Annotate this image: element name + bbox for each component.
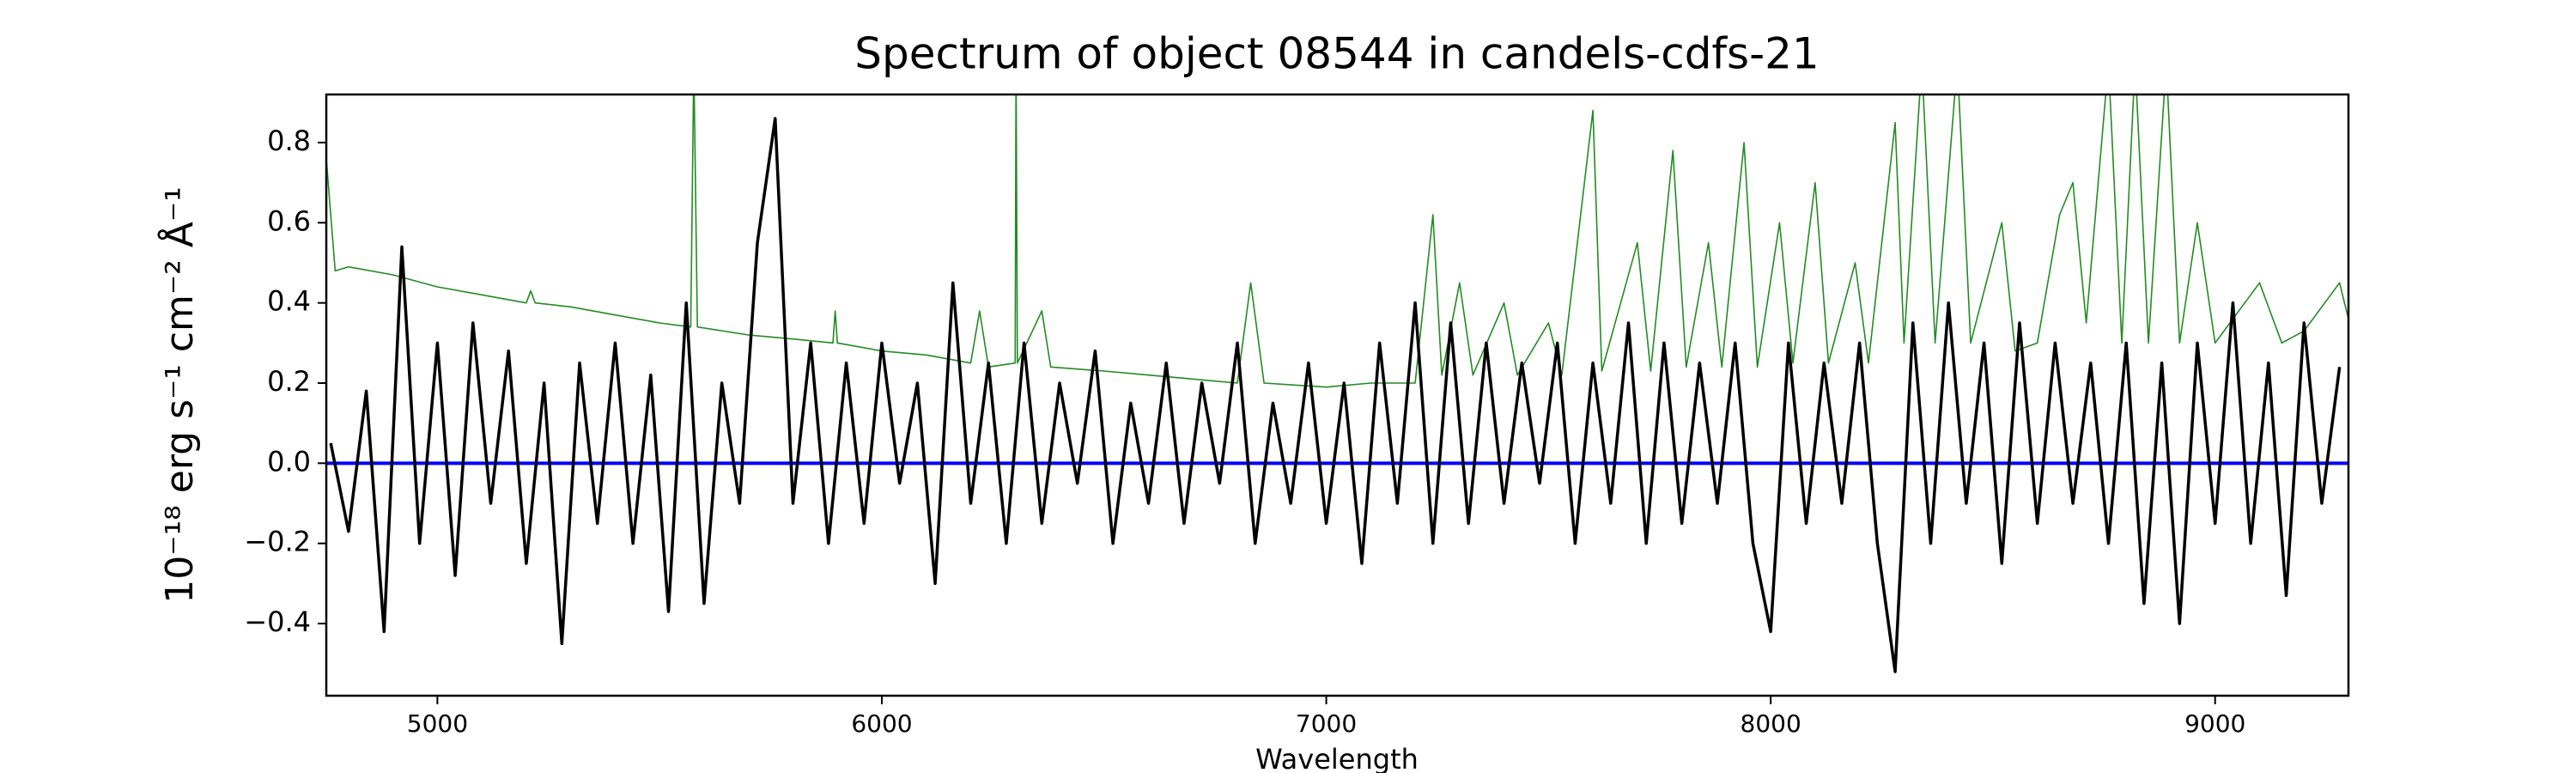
y-tick-label: 0.8 bbox=[267, 125, 311, 157]
axes-frame bbox=[325, 93, 2350, 697]
y-tick-label: 0.6 bbox=[267, 204, 311, 237]
x-tick-label: 8000 bbox=[1741, 709, 1801, 738]
y-tick-label: 0.0 bbox=[267, 445, 311, 478]
y-tick-label: 0.2 bbox=[267, 365, 311, 398]
chart-title: Spectrum of object 08544 in candels-cdfs… bbox=[854, 29, 1820, 79]
y-tick-label: −0.4 bbox=[244, 606, 311, 638]
spectrum-line bbox=[326, 94, 2348, 388]
spectrum-line bbox=[329, 117, 2342, 673]
y-axis-label: 10⁻¹⁸ erg s⁻¹ cm⁻² Å⁻¹ bbox=[156, 186, 202, 603]
y-tick-label: 0.4 bbox=[267, 285, 311, 318]
y-tick-label: −0.2 bbox=[244, 526, 311, 558]
x-tick-label: 5000 bbox=[407, 709, 468, 738]
x-tick-label: 7000 bbox=[1296, 709, 1357, 738]
x-tick-label: 6000 bbox=[851, 709, 912, 738]
x-axis-label: Wavelength bbox=[1255, 743, 1419, 773]
plot-area bbox=[326, 94, 2348, 673]
x-tick-label: 9000 bbox=[2184, 709, 2245, 738]
